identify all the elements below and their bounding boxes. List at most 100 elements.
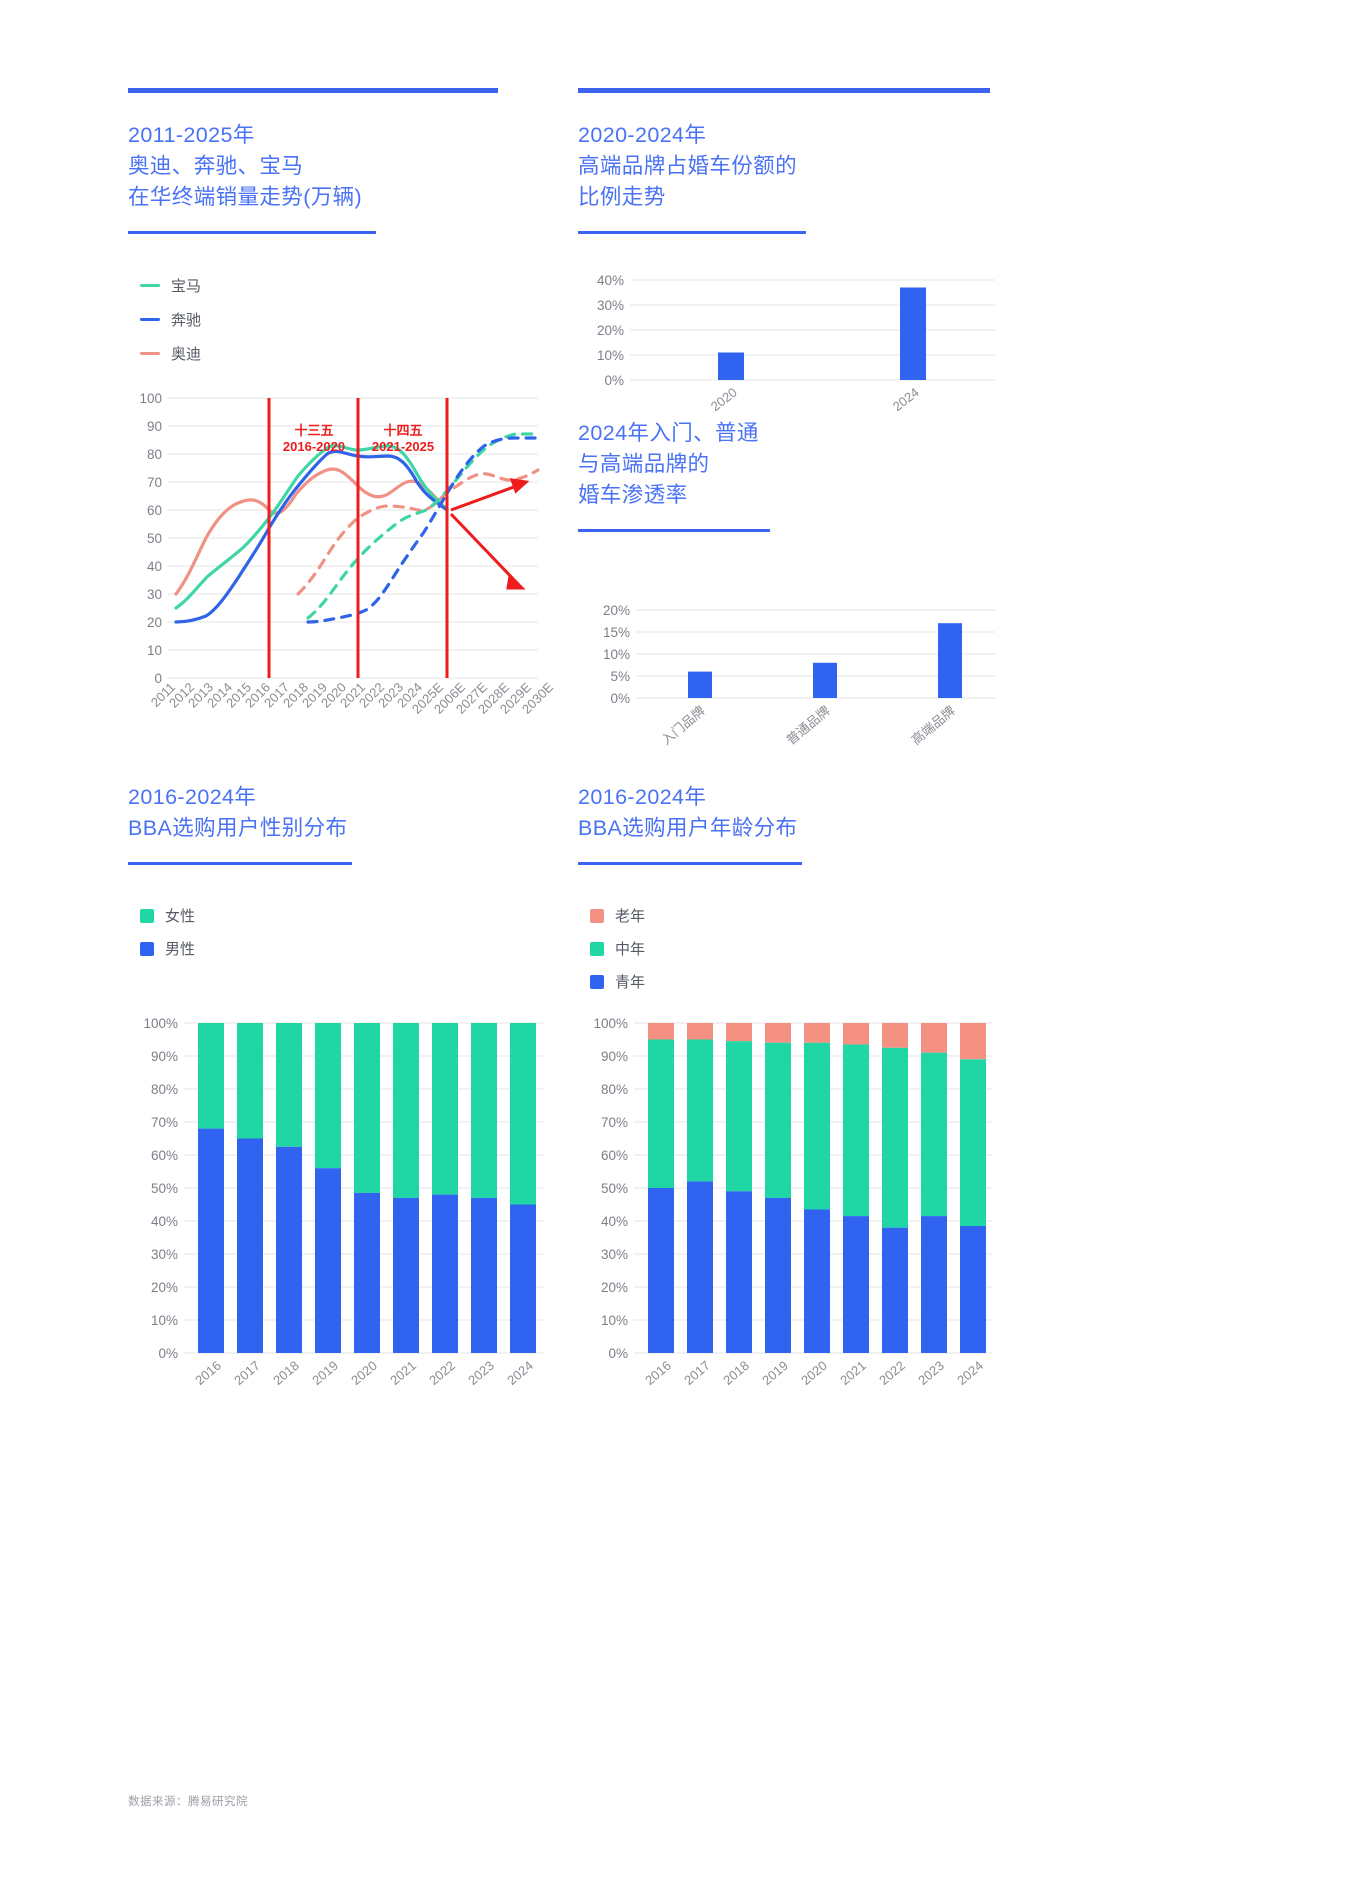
stacked-bar [276, 1023, 302, 1353]
segment-female [432, 1023, 458, 1195]
panel1-title: 2011-2025年 奥迪、奔驰、宝马 在华终端销量走势(万辆) [128, 123, 363, 209]
line-series-dashed [296, 432, 540, 624]
x-tick-label: 2020 [708, 385, 740, 415]
panel-gender-distribution: 2016-2024年 BBA选购用户性别分布 [128, 782, 540, 865]
segment-middle [921, 1052, 947, 1217]
segment-female [510, 1023, 536, 1205]
panel2-top-rule [578, 88, 990, 93]
segment-senior [765, 1023, 791, 1043]
stacked-bar [726, 1023, 752, 1353]
segment-senior [804, 1023, 830, 1043]
y-tick-label: 90 [147, 419, 162, 434]
bar [900, 287, 926, 380]
segment-middle [648, 1039, 674, 1188]
x-tick-label: 2021 [387, 1358, 419, 1388]
y-tick-label: 50 [147, 531, 162, 546]
color-swatch-icon [590, 974, 604, 989]
y-tick-label: 100 [139, 391, 162, 406]
segment-female [471, 1023, 497, 1198]
legend-item-youth: 青年 [590, 971, 645, 992]
y-tick-label: 5% [610, 669, 630, 684]
segment-male [315, 1168, 341, 1353]
trend-arrows [449, 478, 530, 590]
segment-middle [726, 1041, 752, 1192]
annotation-145-line2: 2021-2025 [372, 439, 434, 454]
segment-middle [804, 1042, 830, 1210]
legend-item-female: 女性 [140, 905, 195, 926]
color-swatch-icon [140, 941, 154, 956]
bar2-y-axis: 40% 30% 20% 10% 0% [597, 273, 995, 388]
segment-male [198, 1128, 224, 1353]
annotation-145-line1: 十四五 [383, 423, 422, 438]
stacked-bar [765, 1023, 791, 1353]
legend-label: 宝马 [171, 278, 202, 295]
panel-wedding-penetration: 2024年入门、普通 与高端品牌的 婚车渗透率 [578, 418, 990, 532]
stacked-bar [315, 1023, 341, 1353]
x-tick-label: 2016 [192, 1358, 224, 1388]
segment-male [237, 1138, 263, 1353]
legend-item-middle-age: 中年 [590, 938, 645, 959]
segment-female [354, 1023, 380, 1193]
y-tick-label: 70% [601, 1115, 628, 1130]
segment-youth [726, 1191, 752, 1353]
y-tick-label: 0 [154, 671, 162, 686]
series-path-audi [174, 467, 449, 596]
x-tick-label: 2024 [890, 385, 922, 415]
bar [718, 352, 744, 380]
stacked-bar [687, 1023, 713, 1353]
line-swatch-icon [140, 318, 160, 321]
y-tick-label: 0% [604, 373, 624, 388]
series-path-audi-forecast [296, 468, 540, 596]
x-tick-label: 2020 [348, 1358, 380, 1388]
stacked-bar [648, 1023, 674, 1353]
legend-label: 青年 [615, 974, 646, 991]
y-tick-label: 90% [151, 1049, 178, 1064]
segment-youth [804, 1209, 830, 1353]
segment-male [276, 1146, 302, 1353]
y-tick-label: 10 [147, 643, 162, 658]
line-chart-x-axis: 2011 2012 2013 2014 2015 2016 2017 2018 … [148, 679, 557, 716]
x-tick-label: 2019 [759, 1358, 791, 1388]
legend-label: 奔驰 [171, 312, 202, 329]
stacked-bar [882, 1023, 908, 1353]
y-tick-label: 20 [147, 615, 162, 630]
bar4-bars [198, 1023, 536, 1353]
y-tick-label: 0% [158, 1346, 178, 1361]
panel5-title: 2016-2024年 BBA选购用户年龄分布 [578, 785, 798, 840]
y-tick-label: 60 [147, 503, 162, 518]
stacked-bar [237, 1023, 263, 1353]
panel4-bottom-rule [128, 862, 352, 865]
bar2-x-axis: 2020 2024 [708, 385, 922, 415]
y-tick-label: 40% [601, 1214, 628, 1229]
legend-label: 老年 [615, 908, 646, 925]
series-path-benz-forecast [306, 436, 540, 624]
segment-youth [648, 1188, 674, 1353]
segment-female [393, 1023, 419, 1198]
y-tick-label: 40% [597, 273, 624, 288]
y-tick-label: 30 [147, 587, 162, 602]
panel1-top-rule [128, 88, 498, 93]
bar [813, 662, 837, 698]
y-tick-label: 90% [601, 1049, 628, 1064]
x-tick-label: 2022 [426, 1358, 458, 1388]
color-swatch-icon [140, 908, 154, 923]
segment-youth [921, 1216, 947, 1353]
arrow-down-head [506, 572, 526, 590]
bar3-y-axis: 20% 15% 10% 5% 0% [603, 603, 995, 706]
stacked-bar [843, 1023, 869, 1353]
y-tick-label: 10% [601, 1313, 628, 1328]
panel5-bottom-rule [578, 862, 802, 865]
arrow-up-head [509, 478, 530, 494]
segment-middle [843, 1044, 869, 1217]
y-tick-label: 70% [151, 1115, 178, 1130]
x-tick-label: 2016 [642, 1358, 674, 1388]
segment-senior [882, 1023, 908, 1048]
segment-senior [960, 1023, 986, 1060]
bar5-x-axis: 2016 2017 2018 2019 2020 2021 2022 2023 … [642, 1358, 986, 1388]
x-tick-label: 2017 [681, 1358, 713, 1388]
arrow-up-line [450, 482, 523, 512]
segment-male [510, 1204, 536, 1353]
bar4-x-axis: 2016 2017 2018 2019 2020 2021 2022 2023 … [192, 1358, 536, 1388]
line-swatch-icon [140, 284, 160, 287]
legend-item-senior: 老年 [590, 905, 645, 926]
